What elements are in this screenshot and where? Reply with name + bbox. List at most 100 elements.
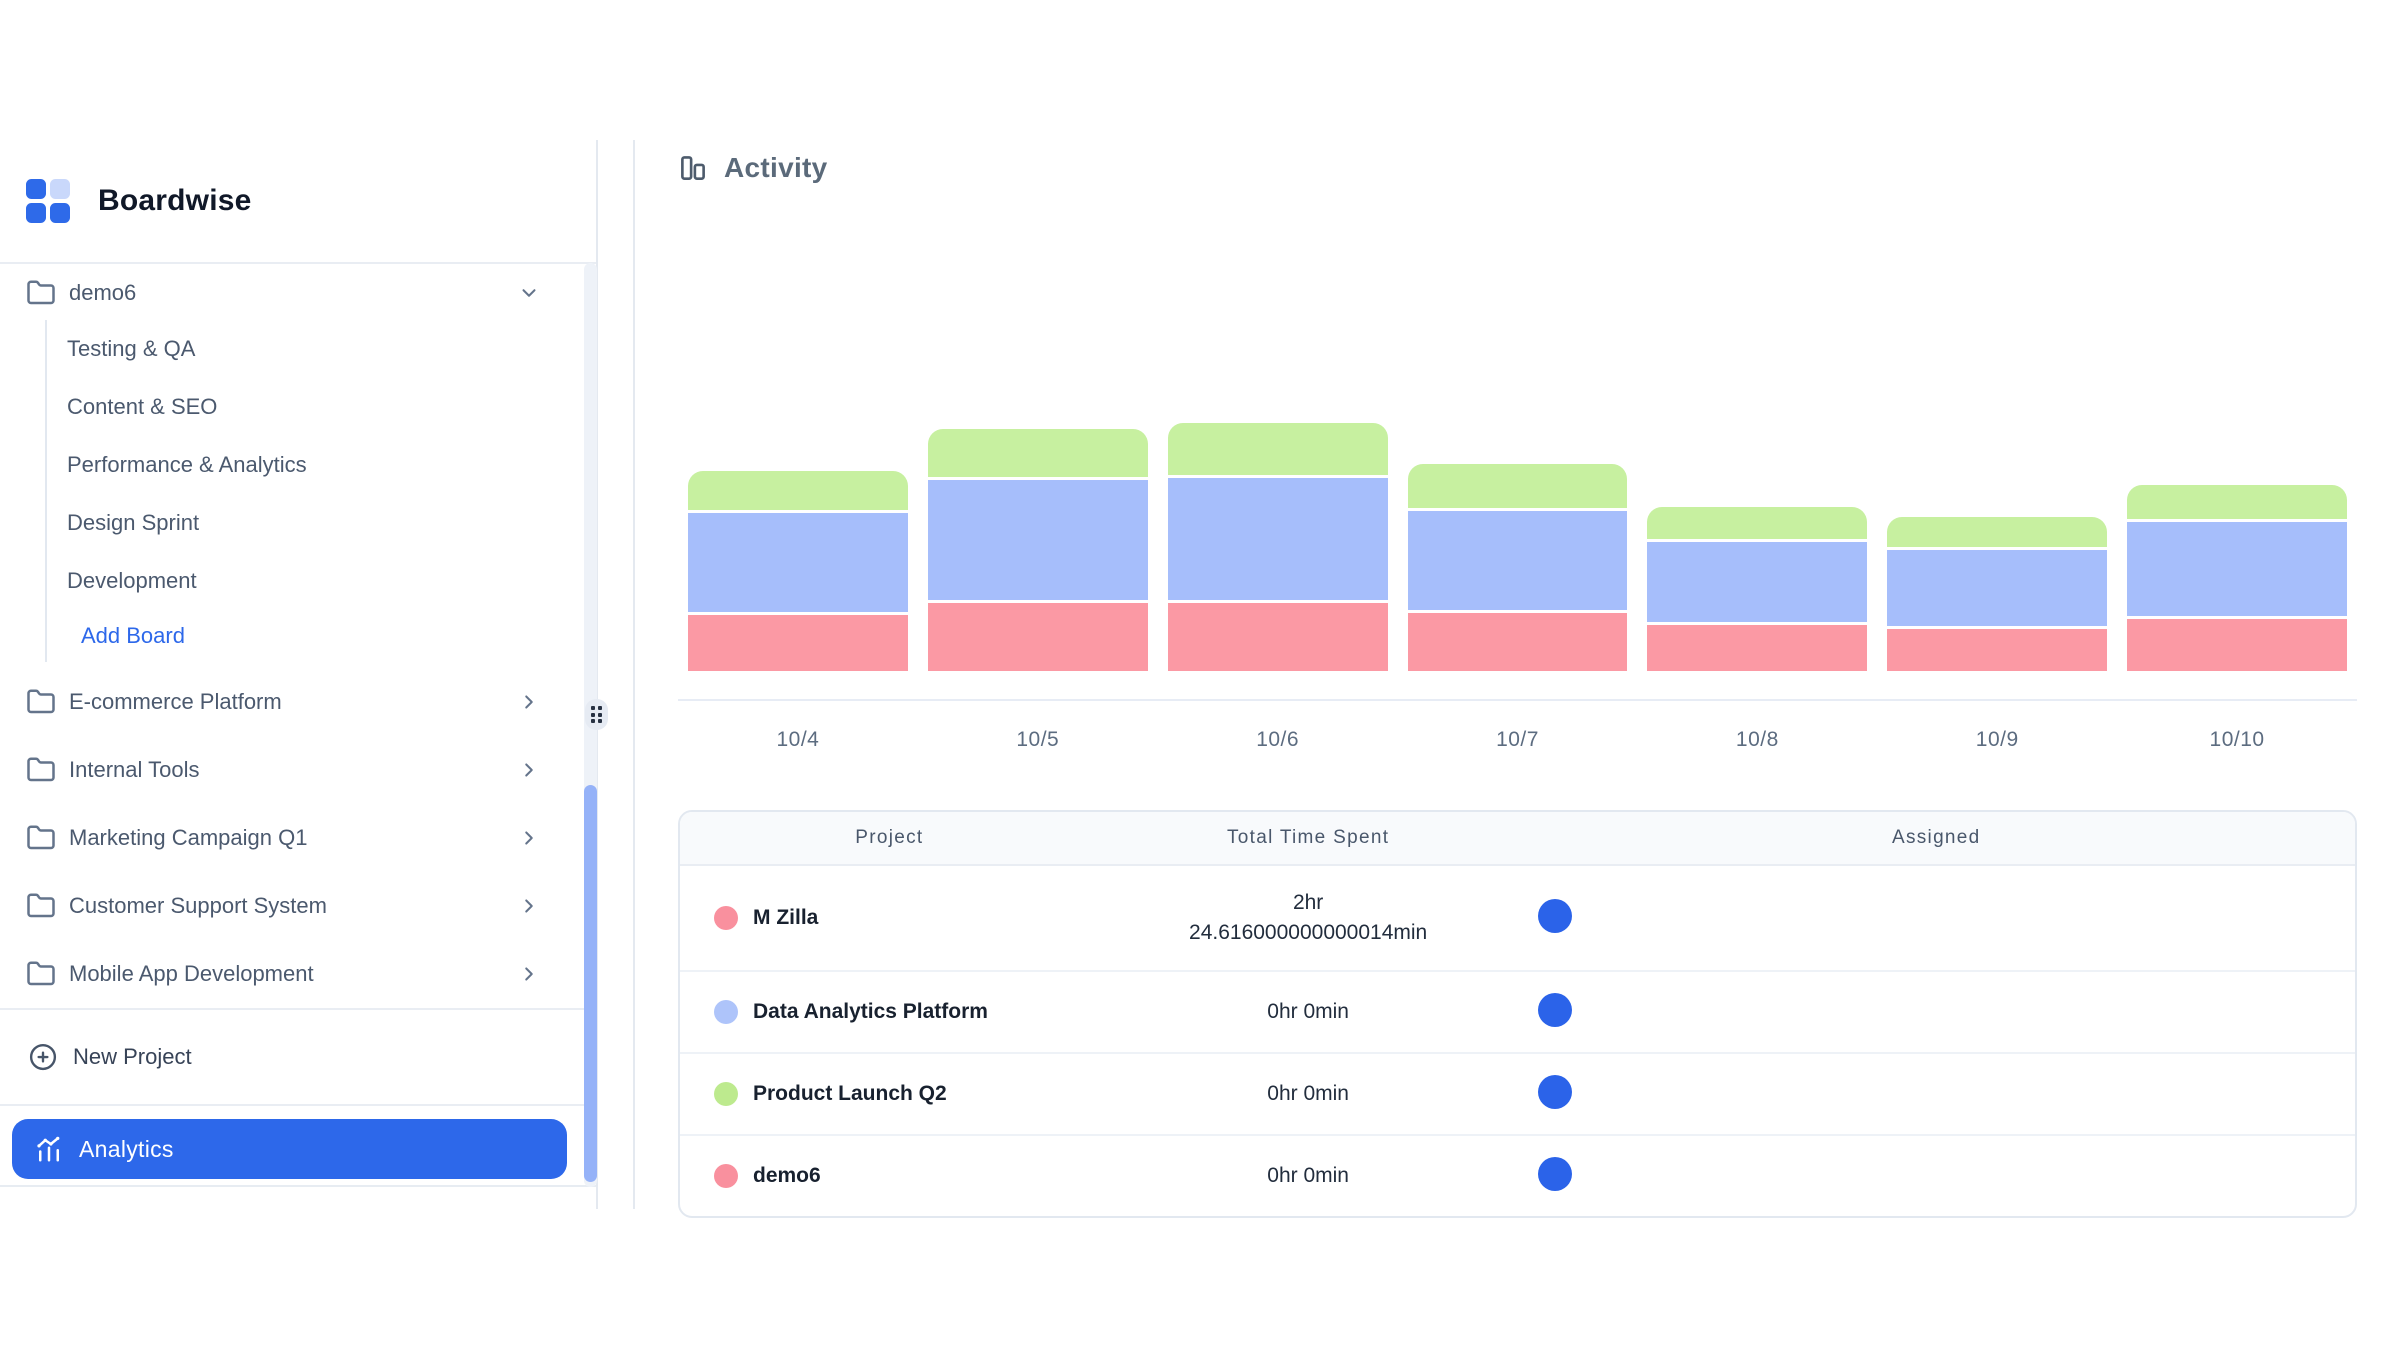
bar-slot <box>1407 464 1628 671</box>
sidebar-divider <box>0 262 597 264</box>
new-project-label: New Project <box>73 1044 192 1069</box>
total-time-cell: 0hr 0min <box>1099 1079 1518 1109</box>
board-list: Testing & QA Content & SEO Performance & A… <box>47 320 597 610</box>
avatar[interactable] <box>1537 992 1572 1027</box>
bar-segment <box>2127 619 2348 671</box>
stacked-bar-10/7[interactable] <box>1407 464 1628 671</box>
sidebar-board-item[interactable]: Content & SEO <box>67 394 218 419</box>
sidebar-item-demo6[interactable]: demo6 <box>0 270 597 316</box>
stacked-bar-10/4[interactable] <box>688 471 908 671</box>
assigned-cell <box>1518 992 2356 1032</box>
project-cell: Product Launch Q2 <box>680 1082 1099 1106</box>
brand-title: Boardwise <box>98 184 252 217</box>
bar-segment <box>1887 517 2108 547</box>
sidebar-project-item[interactable]: Mobile App Development <box>0 940 597 1008</box>
project-color-dot <box>714 1082 738 1106</box>
avatar[interactable] <box>1537 1074 1572 1109</box>
stacked-bar-10/8[interactable] <box>1647 507 1868 671</box>
bar-slot <box>1887 517 2108 671</box>
chevron-right-icon <box>525 831 533 845</box>
bar-segment <box>688 471 908 510</box>
bar-segment <box>1887 550 2108 626</box>
folder-icon <box>27 689 55 714</box>
x-axis-labels: 10/4 10/5 10/6 10/7 10/8 10/9 10/10 <box>678 701 2357 779</box>
bar-segment <box>1647 542 1868 622</box>
stacked-bar-10/9[interactable] <box>1887 517 2108 671</box>
analytics-button[interactable]: Analytics <box>12 1119 567 1179</box>
sidebar-project-item[interactable]: Internal Tools <box>0 736 597 804</box>
avatar[interactable] <box>1537 1156 1572 1191</box>
chevron-right-icon <box>525 763 533 777</box>
x-axis-tick-label: 10/4 <box>776 728 820 751</box>
stacked-bar-10/10[interactable] <box>2127 485 2348 671</box>
x-axis-tick-label: 10/8 <box>1735 728 1779 751</box>
main-content: Activity 10/4 10/5 10/6 10/7 10/8 10/9 10/10 P… <box>678 140 2357 1218</box>
x-axis-tick-label: 10/9 <box>1975 728 2019 751</box>
table-row[interactable]: Product Launch Q2 0hr 0min <box>680 1052 2355 1134</box>
bar-segment <box>1647 507 1868 539</box>
sidebar-project-item[interactable]: E-commerce Platform <box>0 668 597 736</box>
bar-segment <box>1167 478 1388 600</box>
sidebar-board-item[interactable]: Testing & QA <box>67 336 196 361</box>
column-header: Total Time Spent <box>1226 827 1390 848</box>
bar-segment <box>1647 625 1868 671</box>
sidebar-board-item[interactable]: Design Sprint <box>67 510 200 535</box>
project-cell: demo6 <box>680 1164 1099 1188</box>
time-line: 24.616000000000014min <box>1189 921 1428 944</box>
stacked-bar-10/5[interactable] <box>927 429 1148 671</box>
bar-slot <box>1647 507 1868 671</box>
table-row[interactable]: Data Analytics Platform 0hr 0min <box>680 970 2355 1052</box>
project-color-dot <box>714 1164 738 1188</box>
bar-segment <box>927 603 1148 671</box>
project-list: E-commerce Platform Internal Tools Marketi… <box>0 668 597 1008</box>
table-body: M Zilla 2hr 24.616000000000014min Data Anal… <box>680 866 2355 1216</box>
plus-circle-icon <box>29 1043 57 1071</box>
bar-segment <box>927 429 1148 477</box>
project-label: Marketing Campaign Q1 <box>69 825 308 850</box>
project-name: demo6 <box>753 1164 821 1187</box>
bar-segment <box>1167 423 1388 475</box>
add-board-button[interactable]: Add Board <box>81 623 185 648</box>
sidebar-board-item[interactable]: Development <box>67 568 197 593</box>
x-axis-tick-label: 10/10 <box>2209 728 2265 751</box>
project-label: E-commerce Platform <box>69 689 282 714</box>
chevron-right-icon <box>525 695 533 709</box>
table-row[interactable]: demo6 0hr 0min <box>680 1134 2355 1216</box>
folder-icon <box>27 961 55 986</box>
combined-chart-icon <box>37 1136 60 1162</box>
sidebar-project-item[interactable]: Customer Support System <box>0 872 597 940</box>
sidebar-project-item[interactable]: Marketing Campaign Q1 <box>0 804 597 872</box>
project-name: Product Launch Q2 <box>753 1082 947 1105</box>
sidebar-scrollbar-thumb[interactable] <box>584 785 597 1182</box>
table-row[interactable]: M Zilla 2hr 24.616000000000014min <box>680 866 2355 970</box>
project-label: demo6 <box>69 280 137 305</box>
project-label: Mobile App Development <box>69 961 314 986</box>
folder-icon <box>27 280 55 305</box>
stacked-bar-10/6[interactable] <box>1167 423 1388 671</box>
activity-header: Activity <box>678 152 2357 183</box>
time-spent-table: Project Total Time Spent Assigned M Zilla 2… <box>678 810 2357 1218</box>
x-axis-tick-label: 10/5 <box>1016 728 1060 751</box>
new-project-button[interactable]: New Project <box>0 1010 597 1104</box>
time-line: 0hr 0min <box>1267 999 1349 1023</box>
avatar[interactable] <box>1537 898 1572 933</box>
x-axis-tick-label: 10/6 <box>1256 728 1300 751</box>
chevron-down-icon <box>522 289 536 297</box>
folder-icon <box>27 825 55 850</box>
assigned-cell <box>1518 898 2356 938</box>
bar-chart-icon <box>681 156 705 180</box>
panel-resize-handle[interactable] <box>585 699 608 730</box>
time-line: 2hr <box>1292 890 1324 914</box>
chevron-right-icon <box>525 899 533 913</box>
page-title: Activity <box>724 152 828 183</box>
sidebar-divider <box>0 1104 597 1106</box>
sidebar-board-item[interactable]: Performance & Analytics <box>67 452 307 477</box>
boardwise-logo-icon <box>26 179 70 223</box>
project-color-dot <box>714 906 738 930</box>
column-header: Assigned <box>1891 827 1981 848</box>
sidebar-divider <box>0 1008 597 1010</box>
total-time-cell: 0hr 0min <box>1099 1161 1518 1191</box>
project-cell: M Zilla <box>680 906 1099 930</box>
bar-segment <box>2127 485 2348 519</box>
chart-plot <box>678 183 2357 671</box>
